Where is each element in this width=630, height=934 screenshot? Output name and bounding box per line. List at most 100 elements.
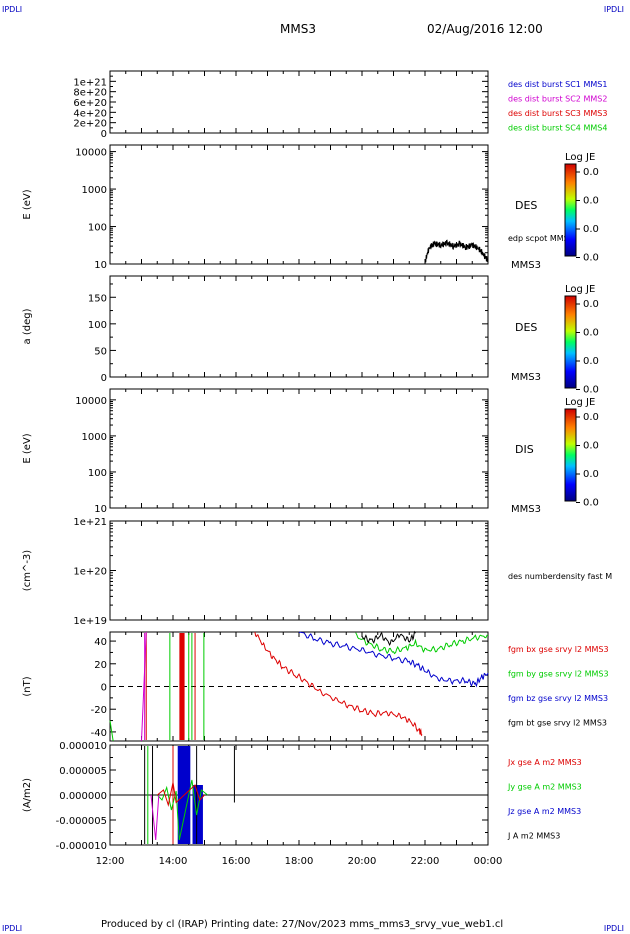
xtick-label: 14:00 <box>159 856 188 867</box>
footer-text: Produced by cl (IRAP) Printing date: 27/… <box>101 919 504 930</box>
panel-frame <box>109 388 489 509</box>
colorbar-tick-label: 0.0 <box>583 224 599 235</box>
legend-entry: Jy gse A m2 MMS3 <box>507 783 582 792</box>
colorbar-tick-label: 0.0 <box>583 253 599 264</box>
ytick-label: 1e+19 <box>73 616 107 627</box>
ytick-label: 40 <box>94 637 107 648</box>
ytick-label: 6e+20 <box>73 98 107 109</box>
y-axis-label: E (eV) <box>22 189 33 219</box>
series-spike <box>109 720 114 742</box>
series-burst-block <box>192 785 203 844</box>
legend-entry: fgm bt gse srvy l2 MMS3 <box>508 719 607 728</box>
ytick-label: 0 <box>101 373 107 384</box>
xtick-label: 18:00 <box>285 856 314 867</box>
colorbar <box>564 408 577 502</box>
instrument-label: DES <box>515 321 537 334</box>
xtick-label: 16:00 <box>222 856 251 867</box>
xtick-label: 12:00 <box>96 856 125 867</box>
legend-entry: Jx gse A m2 MMS3 <box>507 758 582 767</box>
xtick-label: 22:00 <box>411 856 440 867</box>
series-label: edp scpot MMS3 <box>508 234 574 243</box>
colorbar-title: Log JE <box>565 397 595 408</box>
y-axis-label: a (deg) <box>22 308 33 344</box>
series-spike <box>141 631 147 742</box>
ytick-label: -20 <box>91 705 107 716</box>
series-label: des numberdensity fast M <box>508 572 612 581</box>
series-line <box>361 630 416 647</box>
series-line <box>150 794 160 841</box>
ytick-label: 1e+21 <box>73 77 107 88</box>
xtick-label: 00:00 <box>474 856 503 867</box>
colorbar-tick-label: 0.0 <box>583 498 599 509</box>
ytick-label: 100 <box>88 468 107 479</box>
ytick-label: -0.000005 <box>56 816 107 827</box>
legend-entry: des dist burst SC1 MMS1 <box>508 80 607 89</box>
colorbar <box>564 295 577 389</box>
datetime-title: 02/Aug/2016 12:00 <box>427 22 543 36</box>
y-axis-label: (A/m2) <box>22 778 33 812</box>
y-axis-label: E (eV) <box>22 433 33 463</box>
corner-label-top-right: IPDLI <box>603 5 624 14</box>
colorbar-tick-label: 0.0 <box>583 412 599 423</box>
spacecraft-label: MMS3 <box>511 260 541 271</box>
instrument-label: DIS <box>515 443 534 456</box>
series-line <box>424 239 489 265</box>
ytick-label: 10 <box>94 504 107 515</box>
legend-entry: fgm by gse srvy l2 MMS3 <box>508 670 609 679</box>
ytick-label: 10000 <box>75 396 107 407</box>
series-line <box>254 631 423 737</box>
colorbar-tick-label: 0.0 <box>583 196 599 207</box>
colorbar <box>564 163 577 257</box>
ytick-label: 4e+20 <box>73 108 107 119</box>
legend-entry: fgm bx gse srvy l2 MMS3 <box>508 645 609 654</box>
ytick-label: 150 <box>88 293 107 304</box>
series-line <box>298 631 489 688</box>
ytick-label: 10 <box>94 260 107 271</box>
y-axis-label: (nT) <box>22 676 33 696</box>
legend-entry: des dist burst SC3 MMS3 <box>508 109 607 118</box>
ytick-label: 2e+20 <box>73 119 107 130</box>
series-line <box>156 782 205 807</box>
instrument-label: DES <box>515 199 537 212</box>
series-line <box>355 632 489 655</box>
spacecraft-label: MMS3 <box>511 372 541 383</box>
legend-entry: J A m2 MMS3 <box>507 832 560 841</box>
legend-entry: fgm bz gse srvy l2 MMS3 <box>508 694 608 703</box>
xtick-label: 20:00 <box>348 856 377 867</box>
panel-frame <box>109 275 489 378</box>
corner-label-top-left: IPDLI <box>2 5 23 14</box>
ytick-label: -40 <box>91 728 107 739</box>
spacecraft-label: MMS3 <box>511 504 541 515</box>
legend-entry: des dist burst SC4 MMS4 <box>508 124 607 133</box>
colorbar-tick-label: 0.0 <box>583 356 599 367</box>
ytick-label: 0 <box>101 129 107 140</box>
corner-label-bottom-right: IPDLI <box>603 924 624 933</box>
ytick-label: 50 <box>94 346 107 357</box>
ytick-label: 1000 <box>82 185 107 196</box>
ytick-label: 0.000010 <box>59 741 107 752</box>
colorbar-title: Log JE <box>565 284 595 295</box>
colorbar-tick-label: 0.0 <box>583 385 599 396</box>
ytick-label: 1000 <box>82 432 107 443</box>
colorbar-tick-label: 0.0 <box>583 441 599 452</box>
ytick-label: 0.000005 <box>59 766 107 777</box>
ytick-label: 100 <box>88 320 107 331</box>
ytick-label: 8e+20 <box>73 88 107 99</box>
colorbar-tick-label: 0.0 <box>583 167 599 178</box>
ytick-label: 1e+21 <box>73 517 107 528</box>
colorbar-tick-label: 0.0 <box>583 469 599 480</box>
ytick-label: 10000 <box>75 148 107 159</box>
ytick-label: 0.000000 <box>59 791 107 802</box>
spacecraft-title: MMS3 <box>280 22 316 36</box>
legend-entry: Jz gse A m2 MMS3 <box>507 807 581 816</box>
panel-frame <box>109 70 489 134</box>
ytick-label: 0 <box>101 683 107 694</box>
colorbar-title: Log JE <box>565 152 595 163</box>
corner-label-bottom-left: IPDLI <box>2 924 23 933</box>
y-axis-label: (cm^-3) <box>22 550 33 591</box>
ytick-label: -0.000010 <box>56 841 107 852</box>
legend-entry: des dist burst SC2 MMS2 <box>508 95 607 104</box>
colorbar-tick-label: 0.0 <box>583 299 599 310</box>
ytick-label: 100 <box>88 223 107 234</box>
